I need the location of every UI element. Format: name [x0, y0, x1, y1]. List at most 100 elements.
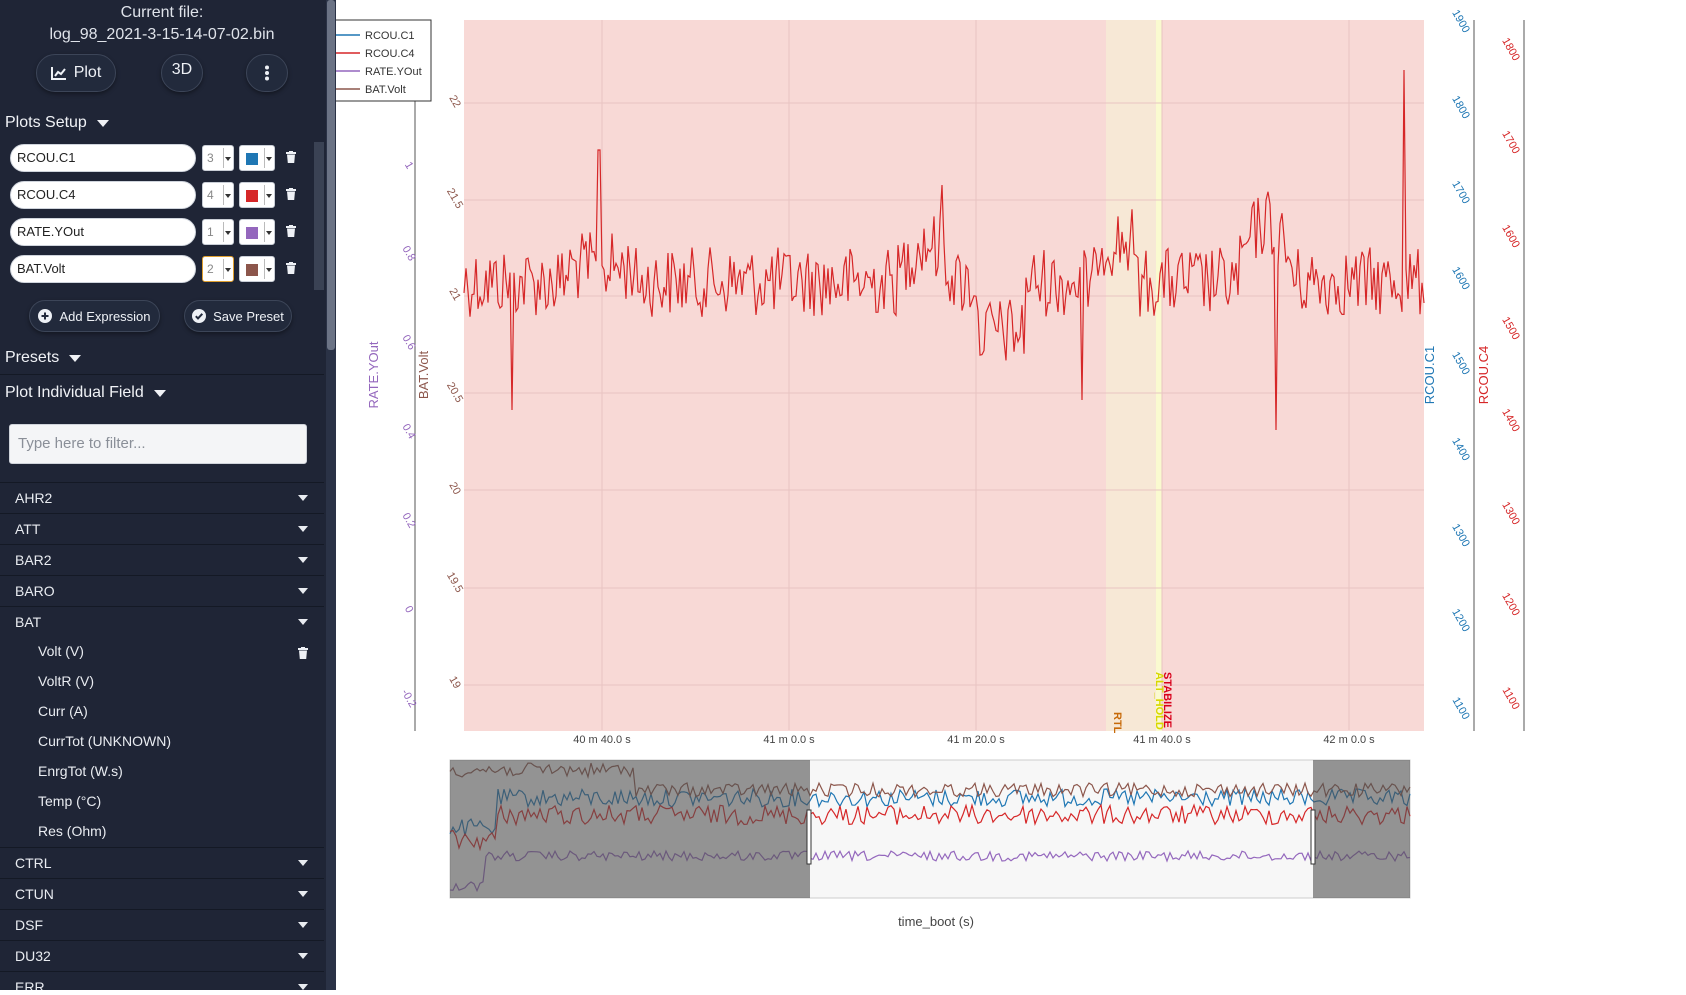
field-filter-input[interactable]: Type here to filter... — [9, 424, 307, 464]
caret-down-icon — [298, 891, 308, 897]
field-item[interactable]: Res (Ohm) — [0, 817, 324, 847]
message-item[interactable]: BAT — [0, 606, 324, 637]
field-item[interactable]: VoltR (V) — [0, 667, 324, 697]
color-swatch — [246, 227, 258, 239]
color-select[interactable] — [239, 182, 275, 208]
expression-input[interactable]: BAT.Volt — [10, 255, 196, 283]
caret-down-icon — [298, 953, 308, 959]
message-item-label: CTRL — [15, 855, 52, 871]
legend-label: RCOU.C4 — [365, 48, 415, 60]
rcou-c1-tick-label: 1100 — [1449, 695, 1471, 721]
chevron-down-icon — [223, 148, 232, 168]
message-item[interactable]: BARO — [0, 575, 324, 606]
legend-label: RCOU.C1 — [365, 30, 415, 42]
presets-header[interactable]: Presets — [5, 349, 82, 367]
color-select[interactable] — [239, 219, 275, 245]
field-item[interactable]: EnrgTot (W.s) — [0, 757, 324, 787]
rcou-c4-tick-label: 1400 — [1499, 407, 1522, 434]
field-item[interactable]: Temp (°C) — [0, 787, 324, 817]
message-item[interactable]: AHR2 — [0, 482, 324, 513]
rcou-c4-tick-label: 1500 — [1499, 315, 1522, 342]
axis-select[interactable]: 3 — [202, 145, 234, 171]
sidebar-scrollbar[interactable] — [326, 0, 336, 990]
field-item[interactable]: CurrTot (UNKNOWN) — [0, 727, 324, 757]
field-item[interactable]: Volt (V) — [0, 637, 324, 667]
color-select[interactable] — [239, 256, 275, 282]
x-tick-label: 40 m 40.0 s — [573, 734, 631, 746]
field-item-label: EnrgTot (W.s) — [38, 763, 123, 779]
caret-down-icon — [153, 389, 166, 397]
field-item-label: Curr (A) — [38, 703, 88, 719]
expression-input[interactable]: RCOU.C4 — [10, 181, 196, 209]
rcou-c1-tick-label: 1400 — [1449, 436, 1472, 463]
presets-title: Presets — [5, 349, 60, 366]
message-item[interactable]: DSF — [0, 909, 324, 940]
chevron-down-icon — [264, 259, 273, 279]
bat-tick-label: 22 — [446, 93, 463, 110]
caret-down-icon — [298, 922, 308, 928]
message-item[interactable]: BAR2 — [0, 544, 324, 575]
chevron-down-icon — [264, 222, 273, 242]
message-item[interactable]: ERR — [0, 971, 324, 990]
message-item[interactable]: DU32 — [0, 940, 324, 971]
trash-icon[interactable] — [286, 150, 298, 164]
plot-button[interactable]: Plot — [36, 54, 116, 92]
rcou-c1-tick-label: 1600 — [1449, 265, 1472, 292]
trash-icon[interactable] — [286, 187, 298, 201]
field-item-label: Res (Ohm) — [38, 823, 107, 839]
plot-svg[interactable]: 40 m 40.0 s 41 m 0.0 s 41 m 20.0 s 41 m 40.… — [327, 0, 1686, 990]
field-item[interactable]: Curr (A) — [0, 697, 324, 727]
message-item-label: DSF — [15, 917, 43, 933]
caret-down-icon — [298, 588, 308, 594]
rcou-c1-tick-label: 1500 — [1449, 350, 1472, 377]
sidebar-scrollbar-thumb[interactable] — [327, 0, 335, 350]
add-expression-button[interactable]: Add Expression — [29, 300, 160, 332]
chevron-down-icon — [223, 259, 232, 279]
expression-input[interactable]: RCOU.C1 — [10, 144, 196, 172]
save-preset-button[interactable]: Save Preset — [184, 300, 292, 332]
axis-select[interactable]: 1 — [202, 219, 234, 245]
rate-axis-title: RATE.YOut — [366, 341, 381, 408]
plot-individual-title: Plot Individual Field — [5, 384, 144, 401]
bat-tick-label: 20.5 — [444, 380, 465, 405]
message-item[interactable]: CTUN — [0, 878, 324, 909]
expression-row: RCOU.C1 3 — [10, 144, 310, 172]
axis-select[interactable]: 4 — [202, 182, 234, 208]
3d-button-label: 3D — [171, 61, 193, 78]
rcou-c1-tick-label: 1800 — [1449, 94, 1472, 121]
message-item[interactable]: CTRL — [0, 847, 324, 878]
mode-band-stabilize — [1156, 20, 1162, 731]
expression-list-scrollbar[interactable] — [314, 142, 324, 290]
rcou-c1-tick-label: 1200 — [1449, 607, 1472, 634]
color-swatch — [246, 264, 258, 276]
range-slider-handle-right[interactable] — [1310, 809, 1316, 865]
bat-axis-title: BAT.Volt — [416, 351, 431, 400]
legend-box — [327, 19, 432, 102]
message-item-label: DU32 — [15, 948, 51, 964]
chevron-down-icon — [223, 185, 232, 205]
message-item-label: BAT — [15, 614, 42, 630]
axis-select[interactable]: 2 — [202, 256, 234, 282]
trash-icon[interactable] — [286, 224, 298, 238]
plot-individual-header[interactable]: Plot Individual Field — [5, 384, 166, 402]
caret-down-icon — [298, 984, 308, 990]
field-item-label: Volt (V) — [38, 643, 84, 659]
more-options-button[interactable] — [246, 54, 288, 92]
range-slider-handle-left[interactable] — [806, 809, 812, 865]
message-item-label: ATT — [15, 521, 41, 537]
x-axis-title: time_boot (s) — [898, 914, 974, 929]
message-item[interactable]: ATT — [0, 513, 324, 544]
expression-input[interactable]: RATE.YOut — [10, 218, 196, 246]
check-circle-icon — [192, 309, 207, 323]
plots-setup-header[interactable]: Plots Setup — [5, 114, 109, 132]
trash-icon[interactable] — [298, 646, 308, 662]
3d-button[interactable]: 3D — [161, 54, 203, 92]
rate-tick-label: 1 — [402, 160, 415, 171]
bat-tick-label: 20 — [446, 480, 463, 497]
color-select[interactable] — [239, 145, 275, 171]
rcou-c1-axis-title: RCOU.C1 — [1422, 346, 1437, 405]
ellipsis-vertical-icon — [265, 65, 269, 81]
trash-icon[interactable] — [286, 261, 298, 275]
plot-area[interactable]: 40 m 40.0 s 41 m 0.0 s 41 m 20.0 s 41 m 40.… — [327, 0, 1686, 990]
bat-tick-label: 21.5 — [444, 186, 465, 211]
